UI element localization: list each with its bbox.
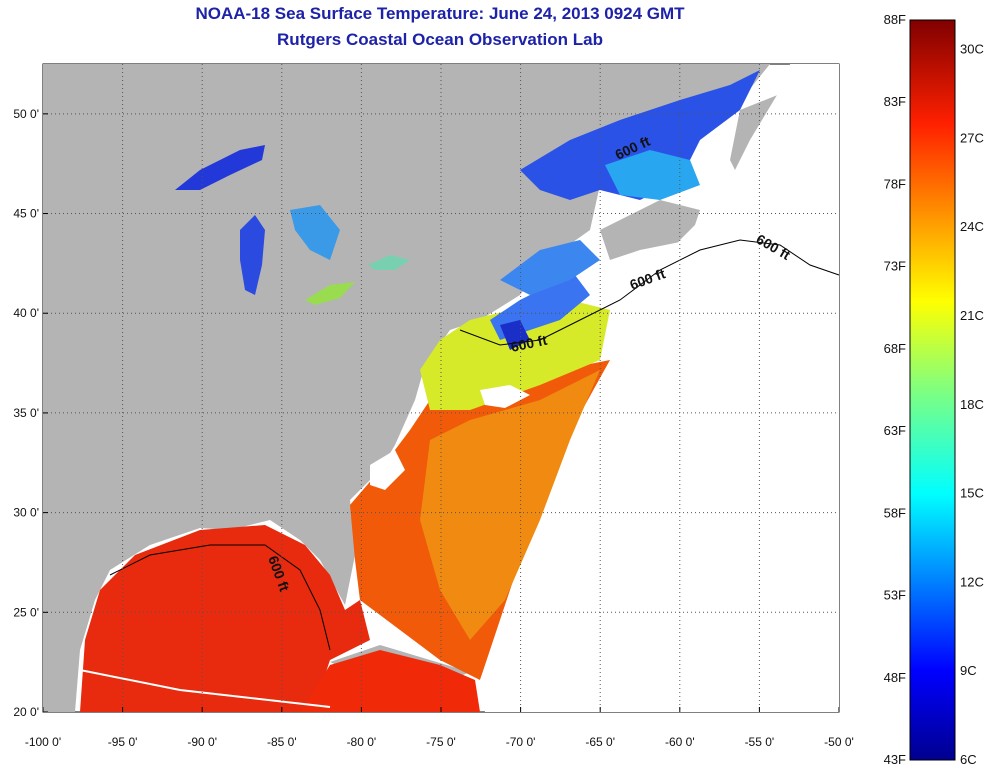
- colorbar-f-label: 63F: [884, 423, 906, 438]
- isobath-600ft-gulf: [109, 544, 331, 651]
- y-tick-label: 20 0': [13, 705, 39, 719]
- y-tick-label: 45 0': [13, 207, 39, 221]
- nova-scotia-land: [600, 200, 700, 260]
- cloud-patch: [480, 385, 530, 408]
- colorbar-c-label: 6C: [960, 752, 977, 767]
- lake-huron: [290, 205, 340, 260]
- x-tick-label: -75 0': [426, 735, 456, 749]
- southern-atlantic-sst: [420, 370, 600, 640]
- gulf-of-mexico-sst: [80, 525, 370, 712]
- colorbar-c-label: 9C: [960, 663, 977, 678]
- st-lawrence-sst: [520, 70, 760, 200]
- y-tick-label: 30 0': [13, 506, 39, 520]
- lake-superior: [175, 145, 265, 190]
- caribbean-sst: [300, 650, 480, 712]
- colorbar-f-label: 68F: [884, 341, 906, 356]
- colorbar-f-label: 43F: [884, 752, 906, 767]
- x-tick-label: -65 0': [585, 735, 615, 749]
- colorbar-c-label: 18C: [960, 397, 984, 412]
- coastal-scotian-sst: [500, 240, 600, 295]
- grid-lines: [43, 64, 839, 712]
- florida-strait-line: [79, 669, 331, 708]
- y-tick-label: 25 0': [13, 605, 39, 619]
- x-tick-label: -95 0': [108, 735, 138, 749]
- x-tick-label: -80 0': [347, 735, 377, 749]
- lake-ontario: [368, 255, 410, 270]
- cloud-patch: [370, 450, 405, 490]
- colorbar-ticks: 88F 83F 78F 73F 68F 63F 58F 53F 48F 43F 30C 27C 24C 2…: [884, 12, 984, 767]
- colorbar: [909, 19, 956, 761]
- st-lawrence-warm: [605, 150, 700, 200]
- colorbar-f-label: 73F: [884, 259, 906, 274]
- colorbar-f-label: 83F: [884, 94, 906, 109]
- y-axis: 50 0' 45 0' 40 0' 35 0' 30 0' 25 0' 20 0': [13, 107, 48, 719]
- colorbar-f-label: 48F: [884, 670, 906, 685]
- colorbar-c-label: 30C: [960, 42, 984, 57]
- contour-label: 600 ft: [509, 332, 548, 355]
- x-tick-label: -60 0': [665, 735, 695, 749]
- lake-michigan: [240, 215, 265, 295]
- colorbar-f-label: 53F: [884, 588, 906, 603]
- colorbar-f-label: 78F: [884, 176, 906, 191]
- swath-mask: [478, 64, 839, 712]
- x-tick-label: -85 0': [267, 735, 297, 749]
- y-tick-label: 40 0': [13, 306, 39, 320]
- colorbar-c-label: 21C: [960, 308, 984, 323]
- colorbar-f-label: 58F: [884, 505, 906, 520]
- land-mass: [43, 64, 770, 712]
- colorbar-c-label: 15C: [960, 486, 984, 501]
- lake-erie: [305, 282, 355, 305]
- map-title: NOAA-18 Sea Surface Temperature: June 24…: [195, 4, 685, 23]
- x-tick-label: -90 0': [187, 735, 217, 749]
- x-tick-label: -50 0': [824, 735, 854, 749]
- colorbar-c-label: 27C: [960, 130, 984, 145]
- x-tick-label: -55 0': [745, 735, 775, 749]
- colorbar-c-label: 12C: [960, 574, 984, 589]
- x-axis: -100 0' -95 0' -90 0' -85 0' -80 0' -75 0' -70…: [25, 707, 854, 749]
- map-subtitle: Rutgers Coastal Ocean Observation Lab: [277, 30, 603, 49]
- y-tick-label: 50 0': [13, 107, 39, 121]
- y-tick-label: 35 0': [13, 406, 39, 420]
- colorbar-f-label: 88F: [884, 12, 906, 27]
- x-tick-label: -100 0': [25, 735, 61, 749]
- x-tick-label: -70 0': [506, 735, 536, 749]
- colorbar-c-label: 24C: [960, 219, 984, 234]
- mid-atlantic-sst: [420, 300, 610, 410]
- isobath-600ft: [459, 239, 840, 346]
